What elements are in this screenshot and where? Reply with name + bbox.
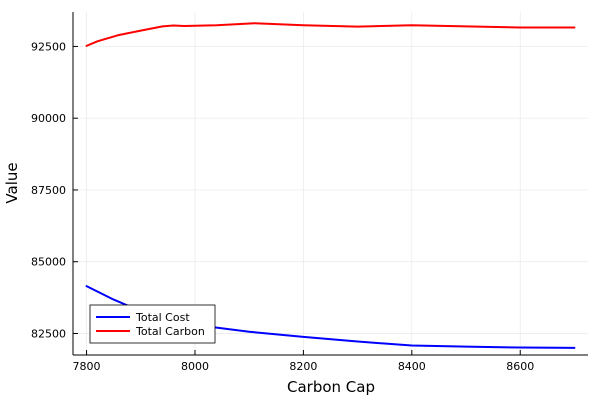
legend-label-1: Total Carbon — [135, 325, 205, 338]
y-axis-title: Value — [3, 162, 21, 203]
grid — [73, 12, 588, 355]
x-tick-label-1: 8000 — [181, 360, 209, 373]
x-tick-label-2: 8200 — [289, 360, 317, 373]
y-tick-label-0: 82500 — [31, 327, 66, 340]
series-line-total-carbon — [85, 22, 576, 47]
x-tick-label-0: 7800 — [73, 360, 101, 373]
y-tick-label-2: 87500 — [31, 184, 66, 197]
y-tick-label-4: 92500 — [31, 40, 66, 53]
legend-box — [89, 304, 216, 344]
y-tick-label-1: 85000 — [31, 256, 66, 269]
legend-label-0: Total Cost — [135, 311, 190, 324]
axes: 7800 8000 8200 8400 8600 82500 85000 87500 90000… — [31, 12, 588, 373]
y-tick-label-3: 90000 — [31, 112, 66, 125]
series-lines — [85, 22, 576, 349]
x-tick-label-3: 8400 — [398, 360, 426, 373]
x-axis-title: Carbon Cap — [287, 378, 375, 396]
x-tick-label-4: 8600 — [506, 360, 534, 373]
